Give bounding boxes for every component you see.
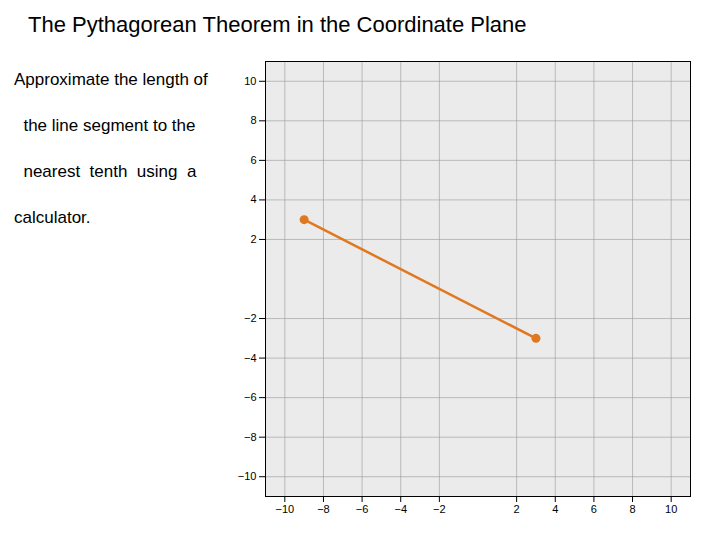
svg-text:4: 4 xyxy=(250,193,256,205)
svg-text:−2: −2 xyxy=(244,312,257,324)
svg-text:8: 8 xyxy=(250,114,256,126)
svg-text:2: 2 xyxy=(250,233,256,245)
html-text:calculator.: calculator. xyxy=(14,208,91,227)
svg-text:10: 10 xyxy=(244,75,256,87)
svg-text:6: 6 xyxy=(250,154,256,166)
svg-text:6: 6 xyxy=(591,503,597,515)
svg-text:−10: −10 xyxy=(275,503,294,515)
html-text:Approximate the length of: Approximate the length of xyxy=(14,70,208,89)
html-text:nearest tenth using a: nearest tenth using a xyxy=(14,162,197,181)
html-text:the line segment to the: the line segment to the xyxy=(14,116,196,135)
svg-text:−10: −10 xyxy=(238,470,257,482)
svg-text:−6: −6 xyxy=(356,503,369,515)
svg-text:−4: −4 xyxy=(394,503,407,515)
svg-text:8: 8 xyxy=(629,503,635,515)
svg-text:−8: −8 xyxy=(317,503,330,515)
svg-text:4: 4 xyxy=(552,503,558,515)
svg-text:−6: −6 xyxy=(244,391,257,403)
svg-text:2: 2 xyxy=(514,503,520,515)
html-text:The Pythagorean Theorem in the: The Pythagorean Theorem in the Coordinat… xyxy=(28,12,527,37)
svg-text:−8: −8 xyxy=(244,431,257,443)
svg-text:−2: −2 xyxy=(433,503,446,515)
svg-text:−4: −4 xyxy=(244,352,257,364)
svg-text:10: 10 xyxy=(665,503,677,515)
